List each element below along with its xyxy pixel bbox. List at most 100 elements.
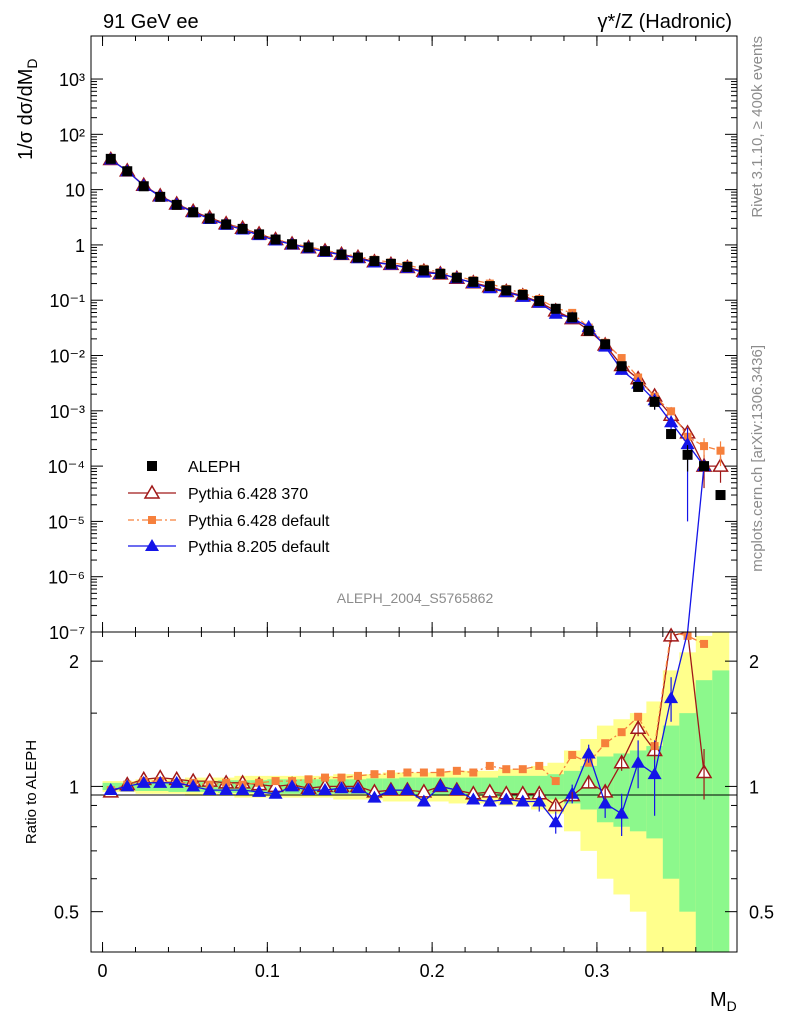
ratio-point [535,761,544,770]
ratio-point [518,765,527,774]
y-tick-label: 10⁻⁷ [49,623,85,643]
data-point [287,239,298,250]
data-point [336,249,347,260]
data-point [188,207,199,218]
data-point [680,437,695,450]
ratio-point [515,794,530,807]
ratio-point [136,775,151,788]
ratio-point [252,784,267,797]
x-tick-label: 0.3 [584,961,609,981]
ratio-point [370,770,379,779]
uncertainty-band-green [679,713,697,912]
data-point [550,303,561,314]
ratio-point [485,761,494,770]
ratio-point [601,739,610,748]
ratio-bands [102,632,730,952]
legend-marker [145,539,159,551]
ratio-point [169,775,184,788]
data-point [237,223,248,234]
ratio-point [416,794,431,807]
legend: ALEPH Pythia 6.428 370 Pythia 6.428 defaul… [128,459,330,556]
ratio-point [551,777,560,786]
legend-label: ALEPH [188,459,240,476]
ratio-point [271,777,280,786]
data-point [682,449,693,460]
ratio-point [350,781,365,794]
series-line [110,158,721,467]
ratio-point [318,783,333,796]
data-point [138,181,149,192]
ratio-point [334,781,349,794]
data-point [468,276,479,287]
data-point [254,229,265,240]
ratio-point [469,768,478,777]
ratio-point [683,631,692,640]
ratio-point [321,773,330,782]
ratio-point [235,783,250,796]
data-point [320,246,331,257]
x-axis-label: MD [710,989,737,1014]
x-tick-label: 0 [98,961,108,981]
ratio-point [403,768,412,777]
data-point [616,361,627,372]
data-point [435,268,446,279]
y-tick-label: 10⁻⁵ [48,512,85,532]
uncertainty-band-green [629,750,647,832]
ratio-point [634,712,643,721]
legend-label: Pythia 6.428 370 [188,486,308,503]
ratio-point [285,779,300,792]
legend-marker [143,484,161,499]
ratio-point [499,792,514,805]
main-marks [102,151,729,633]
ratio-point [482,794,497,807]
ratio-point [617,728,626,737]
uncertainty-band-green [695,680,713,952]
main-panel: 10³ 10² 10 1 10⁻¹ 10⁻² 10⁻³ 10⁻⁴ 10⁻⁵ 10⁻⁶ 10⁻⁷ 1/… [15,35,738,643]
data-point [484,281,495,292]
data-point [567,312,578,323]
data-point [633,381,644,392]
ratio-point [436,768,445,777]
data-point [155,191,166,202]
ratio-point [219,783,234,796]
ratio-point [502,765,511,774]
data-point [402,261,413,272]
legend-marker [147,461,157,471]
main-axes: 10³ 10² 10 1 10⁻¹ 10⁻² 10⁻³ 10⁻⁴ 10⁻⁵ 10⁻⁶ 10⁻⁷ [48,36,737,643]
data-point [617,354,626,363]
series-line [110,158,721,452]
ratio-point [353,771,362,780]
y-tick-label: 10⁻⁶ [48,568,85,588]
ratio-point [386,770,395,779]
data-point [667,407,676,416]
data-point [700,442,709,451]
ratio-point [268,786,283,799]
data-point [664,415,679,428]
y-tick-label: 10³ [59,70,85,90]
data-point [534,295,545,306]
data-point [418,265,429,276]
data-point [666,429,677,440]
ratio-point [433,779,448,792]
data-point [716,446,725,455]
ratio-point [383,783,398,796]
data-point [649,396,660,407]
data-point [699,461,710,472]
ratio-point [186,779,201,792]
uncertainty-band-green [662,725,680,879]
data-point [204,213,215,224]
ratio-point [700,639,709,648]
ratio-marks [102,627,713,837]
ratio-point [103,783,118,796]
y-tick-label: 10 [65,181,85,201]
rivet-label: Rivet 3.1.10, ≥ 400k events [749,36,766,218]
y-tick-label: 10⁻⁴ [48,457,85,477]
x-tick-label: 0.2 [420,961,445,981]
data-point [352,252,363,263]
ratio-point [120,779,135,792]
ratio-point [153,775,168,788]
header-right: γ*/Z (Hadronic) [598,11,732,33]
ratio-point [568,750,577,759]
legend-label: Pythia 6.428 default [188,513,330,530]
